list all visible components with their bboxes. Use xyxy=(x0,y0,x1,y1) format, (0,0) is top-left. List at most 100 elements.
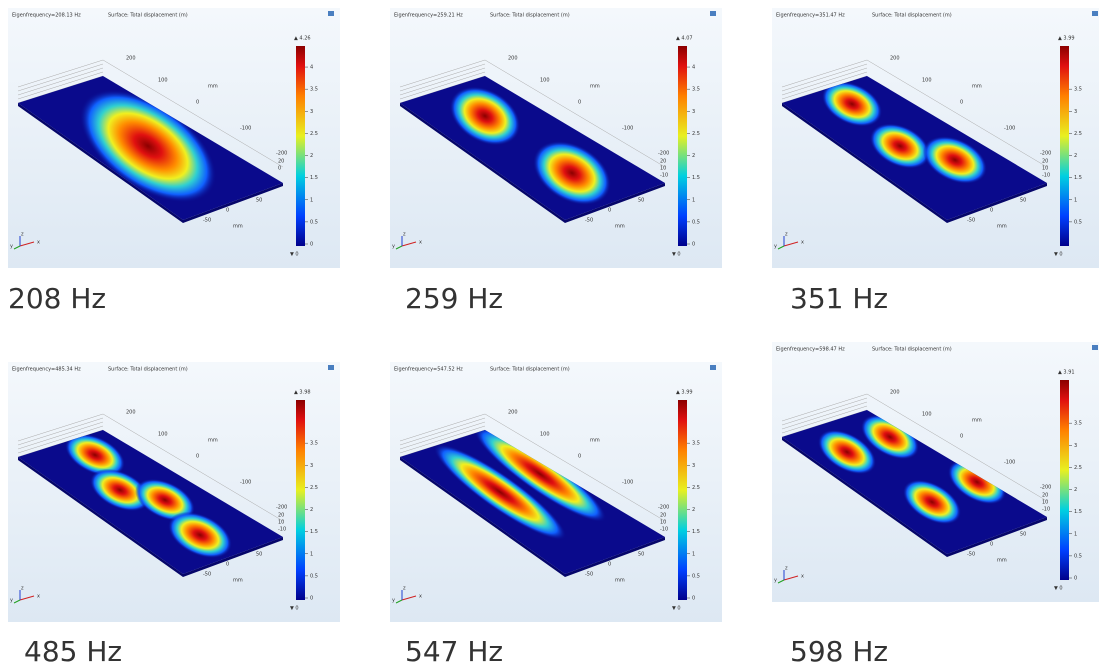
colorbar-tick-label: 1.5 xyxy=(310,175,318,181)
axis-label: -100 xyxy=(240,480,251,486)
axis-label: mm xyxy=(233,224,243,230)
axis-label: 10 xyxy=(660,520,666,526)
triad-label: y xyxy=(392,598,395,604)
caption: 208 Hz xyxy=(8,282,106,315)
colorbar-tick-label: 0.5 xyxy=(310,573,318,579)
triad-label: y xyxy=(774,244,777,250)
axis-label: 10 xyxy=(1042,166,1048,172)
axis-label: -100 xyxy=(622,126,633,132)
axis-label: -200 xyxy=(1040,151,1051,157)
axis-label: mm xyxy=(208,438,218,444)
colorbar-tick-label: 3 xyxy=(692,463,695,469)
axis-label: 0 xyxy=(578,100,581,106)
colorbar-tick-label: 3.5 xyxy=(1074,421,1082,427)
axis-label: 20 xyxy=(1042,159,1048,165)
axis-label: mm xyxy=(997,224,1007,230)
axis-label: 0 xyxy=(278,166,281,172)
axis-label: -10 xyxy=(278,527,286,533)
surface-label: Surface: Total displacement (m) xyxy=(490,367,570,373)
axis-label: -10 xyxy=(1042,507,1050,513)
surface-label: Surface: Total displacement (m) xyxy=(872,13,952,19)
colorbar-tick-label: 0.5 xyxy=(310,219,318,225)
axis-label: 50 xyxy=(256,552,262,558)
axis-label: 200 xyxy=(890,390,900,396)
axis-label: 20 xyxy=(1042,493,1048,499)
axis-label: 200 xyxy=(508,410,518,416)
axis-label: mm xyxy=(233,578,243,584)
axis-label: 0 xyxy=(608,208,611,214)
triad-label: z xyxy=(785,232,788,238)
window-icon xyxy=(710,11,716,16)
axis-label: 200 xyxy=(126,56,136,62)
axis-label: 10 xyxy=(660,166,666,172)
axis-label: -200 xyxy=(276,151,287,157)
caption: 351 Hz xyxy=(790,282,888,315)
colorbar-tick-label: 1 xyxy=(1074,531,1077,537)
axis-label: mm xyxy=(590,438,600,444)
axis-label: -50 xyxy=(585,218,593,224)
axis-label: 0 xyxy=(196,454,199,460)
axis-label: -50 xyxy=(203,572,211,578)
axis-label: 200 xyxy=(890,56,900,62)
colorbar-tick-label: 3.5 xyxy=(310,441,318,447)
colorbar-tick-label: 4 xyxy=(692,65,695,71)
axis-label: mm xyxy=(972,84,982,90)
triad-label: z xyxy=(403,586,406,592)
axis-label: 0 xyxy=(578,454,581,460)
colorbar-max: ▲ 4.07 xyxy=(676,36,693,42)
colorbar-tick-label: 3.5 xyxy=(692,87,700,93)
axis-label: 20 xyxy=(660,159,666,165)
colorbar-tick-label: 2.5 xyxy=(692,485,700,491)
caption: 547 Hz xyxy=(405,635,503,668)
colorbar-tick-label: 1.5 xyxy=(1074,175,1082,181)
axis-label: -100 xyxy=(1004,126,1015,132)
axis-label: 20 xyxy=(660,513,666,519)
triad-label: x xyxy=(419,594,422,600)
axis-label: 10 xyxy=(278,520,284,526)
triad-label: y xyxy=(774,578,777,584)
colorbar-tick-label: 3.5 xyxy=(1074,87,1082,93)
triad-label: x xyxy=(801,574,804,580)
colorbar-min: ▼ 0 xyxy=(672,252,681,258)
triad-label: x xyxy=(801,240,804,246)
colorbar-min: ▼ 0 xyxy=(1054,252,1063,258)
colorbar-tick-label: 1 xyxy=(310,197,313,203)
axis-label: -100 xyxy=(240,126,251,132)
colorbar-max: ▲ 3.99 xyxy=(1058,36,1075,42)
axis-label: mm xyxy=(972,418,982,424)
colorbar-tick-label: 0.5 xyxy=(692,219,700,225)
colorbar-tick-label: 1 xyxy=(1074,197,1077,203)
axis-label: 20 xyxy=(278,513,284,519)
mode-shape-plot: Eigenfrequency=351.47 HzSurface: Total d… xyxy=(772,8,1099,268)
colorbar-max: ▲ 3.99 xyxy=(676,390,693,396)
colorbar-tick-label: 3 xyxy=(1074,109,1077,115)
axis-label: -200 xyxy=(1040,485,1051,491)
colorbar-tick-label: 3 xyxy=(310,109,313,115)
axis-label: -100 xyxy=(1004,460,1015,466)
colorbar-max: ▲ 4.26 xyxy=(294,36,311,42)
axis-label: 0 xyxy=(960,100,963,106)
colorbar-tick-label: 2 xyxy=(310,153,313,159)
colorbar-max: ▲ 3.91 xyxy=(1058,370,1075,376)
eigenfrequency: Eigenfrequency=208.13 Hz xyxy=(12,13,81,19)
colorbar xyxy=(678,46,687,246)
axis-label: 0 xyxy=(990,542,993,548)
window-icon xyxy=(1092,11,1098,16)
colorbar-tick-label: 1 xyxy=(692,551,695,557)
colorbar-tick-label: 1.5 xyxy=(692,175,700,181)
triad-label: y xyxy=(392,244,395,250)
colorbar-tick-label: 0.5 xyxy=(1074,219,1082,225)
axis-label: 0 xyxy=(196,100,199,106)
colorbar xyxy=(1060,380,1069,580)
colorbar-tick-label: 1.5 xyxy=(1074,509,1082,515)
colorbar-tick-label: 3.5 xyxy=(692,441,700,447)
caption: 259 Hz xyxy=(405,282,503,315)
axis-label: 100 xyxy=(922,412,932,418)
window-icon xyxy=(328,365,334,370)
colorbar-tick-label: 2.5 xyxy=(1074,465,1082,471)
axis-label: 50 xyxy=(638,198,644,204)
axis-label: 0 xyxy=(960,434,963,440)
axis-label: -10 xyxy=(1042,173,1050,179)
